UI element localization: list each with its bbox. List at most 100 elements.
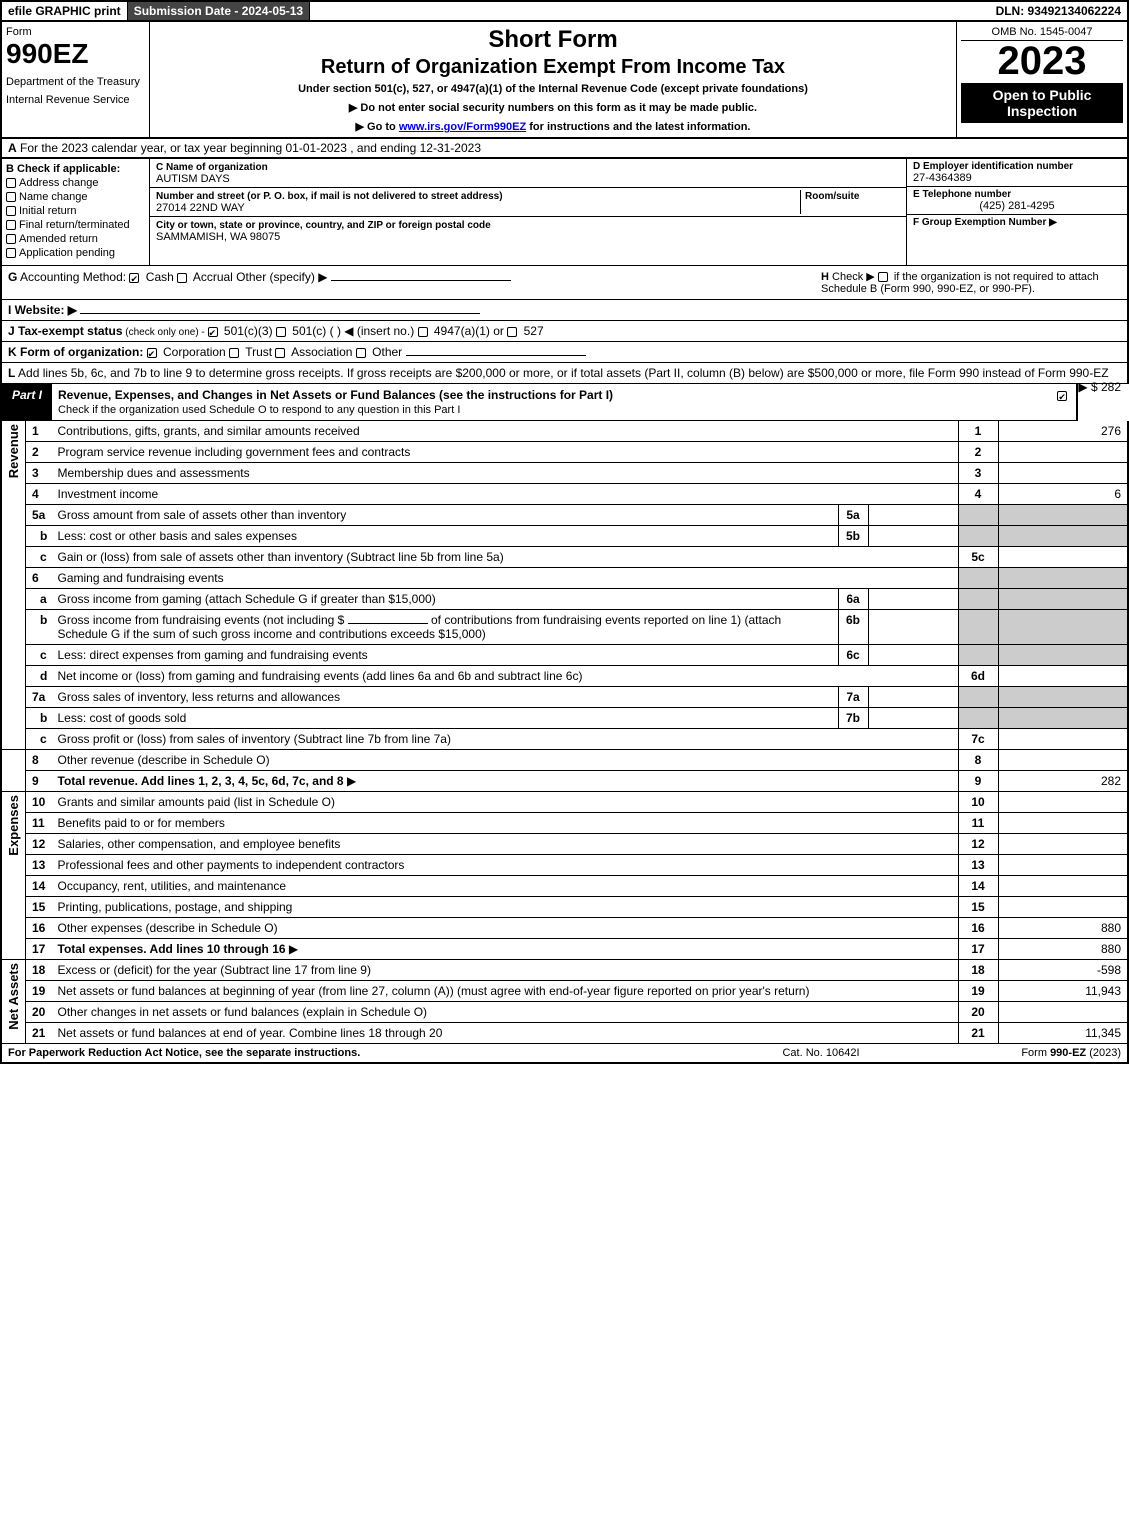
line-desc: Program service revenue including govern… — [54, 442, 959, 463]
k-corp: Corporation — [163, 345, 226, 359]
line-val-shaded — [998, 589, 1128, 610]
line-num: 11 — [958, 813, 998, 834]
line-val-shaded — [998, 526, 1128, 547]
part1-title-text: Revenue, Expenses, and Changes in Net As… — [58, 388, 613, 402]
checkbox-icon[interactable] — [208, 327, 218, 337]
line-no: c — [26, 645, 54, 666]
mini-val — [868, 589, 958, 610]
line-val: 11,943 — [998, 981, 1128, 1002]
chk-final-return[interactable]: Final return/terminated — [6, 219, 145, 231]
chk-amended-return[interactable]: Amended return — [6, 233, 145, 245]
mini-no: 6c — [838, 645, 868, 666]
line-no: 21 — [26, 1023, 54, 1044]
form-number: 990EZ — [6, 38, 145, 70]
line-num-shaded — [958, 708, 998, 729]
amended-return-label: Amended return — [19, 233, 98, 245]
line-6b: b Gross income from fundraising events (… — [1, 610, 1128, 645]
city-label: City or town, state or province, country… — [156, 220, 491, 231]
line-no: 4 — [26, 484, 54, 505]
website-label: I Website: ▶ — [8, 303, 77, 317]
checkbox-icon[interactable] — [147, 348, 157, 358]
line-desc: Net assets or fund balances at beginning… — [54, 981, 959, 1002]
line-num-shaded — [958, 505, 998, 526]
line-desc: Gross sales of inventory, less returns a… — [54, 687, 839, 708]
checkbox-icon[interactable] — [507, 327, 517, 337]
line-15: 15 Printing, publications, postage, and … — [1, 897, 1128, 918]
netassets-rotated: Net Assets — [6, 963, 21, 1030]
topbar-spacer — [310, 2, 989, 20]
header-center: Short Form Return of Organization Exempt… — [150, 22, 957, 137]
line-val — [998, 442, 1128, 463]
expenses-side-label: Expenses — [1, 792, 26, 960]
application-pending-label: Application pending — [19, 247, 115, 259]
final-return-label: Final return/terminated — [19, 219, 130, 231]
part1-check-text: Check if the organization used Schedule … — [58, 404, 460, 416]
checkbox-icon[interactable] — [276, 327, 286, 337]
initial-return-label: Initial return — [19, 205, 76, 217]
efile-label[interactable]: efile GRAPHIC print — [2, 2, 128, 20]
line-num: 18 — [958, 960, 998, 981]
footer-cat-no: Cat. No. 10642I — [721, 1047, 921, 1059]
line-no: b — [26, 526, 54, 547]
part1-check[interactable] — [1051, 384, 1076, 420]
line-num: 17 — [958, 939, 998, 960]
chk-address-change[interactable]: Address change — [6, 177, 145, 189]
line-num: 20 — [958, 1002, 998, 1023]
mini-val — [868, 526, 958, 547]
other-specify-input[interactable] — [331, 280, 511, 281]
goto-link[interactable]: www.irs.gov/Form990EZ — [399, 121, 526, 133]
mini-no: 5b — [838, 526, 868, 547]
line-num-shaded — [958, 526, 998, 547]
chk-initial-return[interactable]: Initial return — [6, 205, 145, 217]
k-other-input[interactable] — [406, 355, 586, 356]
room-label: Room/suite — [805, 191, 859, 202]
line-no: 7a — [26, 687, 54, 708]
checkbox-icon[interactable] — [275, 348, 285, 358]
line-no: 8 — [26, 750, 54, 771]
street-label: Number and street (or P. O. box, if mail… — [156, 191, 503, 202]
line-desc: Gross income from fundraising events (no… — [54, 610, 839, 645]
checkbox-icon[interactable] — [418, 327, 428, 337]
line-no: 6 — [26, 568, 54, 589]
line-no: d — [26, 666, 54, 687]
checkbox-icon[interactable] — [878, 272, 888, 282]
line-6: 6 Gaming and fundraising events — [1, 568, 1128, 589]
line-20: 20 Other changes in net assets or fund b… — [1, 1002, 1128, 1023]
checkbox-icon — [6, 206, 16, 216]
checkbox-icon[interactable] — [229, 348, 239, 358]
line-desc: Gross income from gaming (attach Schedul… — [54, 589, 839, 610]
line-val: 880 — [998, 939, 1128, 960]
line-no: 20 — [26, 1002, 54, 1023]
line-no: 12 — [26, 834, 54, 855]
line-no: 3 — [26, 463, 54, 484]
part1-title: Revenue, Expenses, and Changes in Net As… — [52, 384, 1051, 420]
line-no: 13 — [26, 855, 54, 876]
chk-name-change[interactable]: Name change — [6, 191, 145, 203]
line-desc: Investment income — [54, 484, 959, 505]
checkbox-icon[interactable] — [177, 273, 187, 283]
line-desc: Professional fees and other payments to … — [54, 855, 959, 876]
h-text: Check ▶ — [829, 271, 878, 283]
goto-suffix: for instructions and the latest informat… — [526, 121, 750, 133]
accrual-label: Accrual — [193, 270, 233, 284]
website-input[interactable] — [80, 313, 480, 314]
line-val: 11,345 — [998, 1023, 1128, 1044]
checkbox-icon[interactable] — [356, 348, 366, 358]
chk-application-pending[interactable]: Application pending — [6, 247, 145, 259]
line-num: 4 — [958, 484, 998, 505]
phone-label: E Telephone number — [913, 189, 1121, 200]
line-desc: Other expenses (describe in Schedule O) — [54, 918, 959, 939]
revenue-side-label: Revenue — [1, 421, 26, 750]
expenses-rotated: Expenses — [6, 795, 21, 856]
check-if-label: Check if applicable: — [14, 163, 120, 175]
footer: For Paperwork Reduction Act Notice, see … — [0, 1044, 1129, 1064]
line-desc: Less: cost of goods sold — [54, 708, 839, 729]
line-no: 1 — [26, 421, 54, 442]
address-change-label: Address change — [19, 177, 99, 189]
contrib-input[interactable] — [348, 623, 428, 624]
line-desc: Salaries, other compensation, and employ… — [54, 834, 959, 855]
line-num: 7c — [958, 729, 998, 750]
checkbox-icon[interactable] — [129, 273, 139, 283]
line-num: 10 — [958, 792, 998, 813]
line-val-shaded — [998, 687, 1128, 708]
